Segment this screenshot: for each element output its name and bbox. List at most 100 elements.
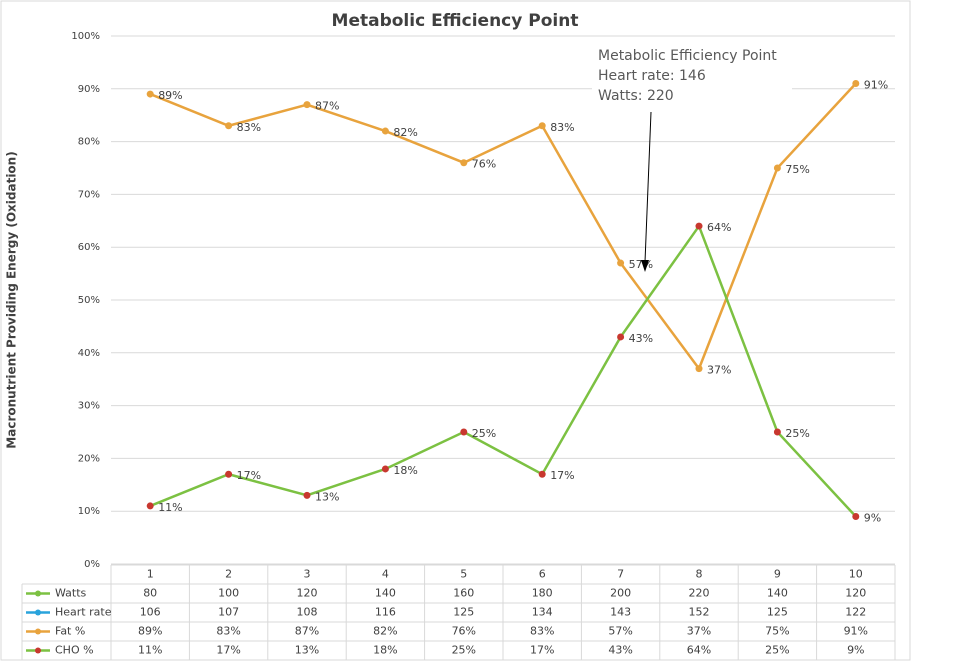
table-cell: 108 [297, 606, 318, 619]
table-cell: 140 [375, 587, 396, 600]
legend-key-marker [35, 647, 41, 654]
annotation-text: Metabolic Efficiency Point [598, 48, 777, 64]
data-point [617, 259, 625, 267]
chart-title: Metabolic Efficiency Point [332, 11, 579, 31]
table-cell: 134 [532, 606, 553, 619]
legend-label: CHO % [55, 644, 94, 657]
table-cell: 43% [608, 644, 632, 657]
table-cell: 9% [847, 644, 864, 657]
data-point [695, 222, 703, 230]
data-label: 91% [864, 79, 888, 92]
table-cell: 13% [295, 644, 319, 657]
data-point [460, 159, 468, 167]
y-tick-label: 50% [78, 295, 100, 306]
y-tick-label: 90% [78, 84, 100, 95]
data-point [852, 80, 860, 88]
data-point [460, 428, 468, 436]
x-tick-label: 5 [460, 568, 467, 581]
table-cell: 140 [767, 587, 788, 600]
data-label: 57% [629, 258, 653, 271]
table-cell: 18% [373, 644, 397, 657]
x-tick-label: 2 [225, 568, 232, 581]
table-cell: 152 [689, 606, 710, 619]
x-tick-label: 9 [774, 568, 781, 581]
table-cell: 120 [845, 587, 866, 600]
series-line [149, 223, 857, 518]
table-cell: 106 [140, 606, 161, 619]
table-cell: 107 [218, 606, 239, 619]
table-cell: 120 [297, 587, 318, 600]
data-label: 17% [237, 469, 261, 482]
data-label: 89% [158, 89, 182, 102]
data-point [695, 365, 703, 373]
data-label: 25% [785, 427, 809, 440]
table-cell: 87% [295, 625, 319, 638]
data-point [538, 470, 546, 478]
x-tick-label: 8 [696, 568, 703, 581]
data-label: 37% [707, 364, 731, 377]
table-cell: 83% [216, 625, 240, 638]
legend-label: Fat % [55, 625, 85, 638]
data-label: 83% [237, 121, 261, 134]
data-label: 75% [785, 163, 809, 176]
table-cell: 80 [143, 587, 157, 600]
x-tick-label: 6 [539, 568, 546, 581]
data-label: 64% [707, 221, 731, 234]
data-point [773, 164, 781, 172]
annotation-bg [592, 44, 792, 108]
y-tick-label: 0% [84, 559, 100, 570]
y-tick-label: 100% [71, 31, 100, 42]
table-cell: 122 [845, 606, 866, 619]
y-tick-label: 30% [78, 401, 100, 412]
data-point [303, 101, 311, 109]
table-cell: 11% [138, 644, 162, 657]
y-tick-label: 20% [78, 453, 100, 464]
x-tick-label: 10 [849, 568, 863, 581]
table-cell: 64% [687, 644, 711, 657]
data-label: 13% [315, 490, 339, 503]
legend-key-marker [35, 609, 41, 616]
table-cell: 76% [452, 625, 476, 638]
series-line [149, 82, 857, 372]
data-point [773, 428, 781, 436]
data-point [381, 127, 389, 135]
data-point [852, 512, 860, 520]
data-point [303, 491, 311, 499]
data-point [146, 90, 154, 98]
y-tick-label: 40% [78, 348, 100, 359]
x-tick-label: 7 [617, 568, 624, 581]
table-cell: 200 [610, 587, 631, 600]
table-cell: 91% [844, 625, 868, 638]
data-point [146, 502, 154, 510]
table-cell: 116 [375, 606, 396, 619]
data-label: 87% [315, 100, 339, 113]
data-point [381, 465, 389, 473]
legend-label: Watts [55, 587, 87, 600]
y-tick-label: 10% [78, 506, 100, 517]
data-point [225, 122, 233, 130]
legend-key-marker [35, 628, 41, 635]
table-cell: 25% [452, 644, 476, 657]
table-cell: 17% [216, 644, 240, 657]
table-cell: 125 [767, 606, 788, 619]
data-point [225, 470, 233, 478]
data-label: 43% [629, 332, 653, 345]
table-cell: 57% [608, 625, 632, 638]
data-point [617, 333, 625, 341]
legend-label: Heart rate [55, 606, 112, 619]
table-cell: 143 [610, 606, 631, 619]
annotation-text: Heart rate: 146 [598, 68, 706, 84]
data-label: 76% [472, 158, 496, 171]
table-cell: 83% [530, 625, 554, 638]
data-label: 9% [864, 511, 881, 524]
annotation-arrowhead [641, 260, 649, 272]
annotation-arrow [644, 111, 652, 263]
table-cell: 180 [532, 587, 553, 600]
table-cell: 160 [453, 587, 474, 600]
y-tick-label: 60% [78, 242, 100, 253]
table-cell: 37% [687, 625, 711, 638]
table-cell: 75% [765, 625, 789, 638]
x-tick-label: 3 [304, 568, 311, 581]
table-cell: 82% [373, 625, 397, 638]
